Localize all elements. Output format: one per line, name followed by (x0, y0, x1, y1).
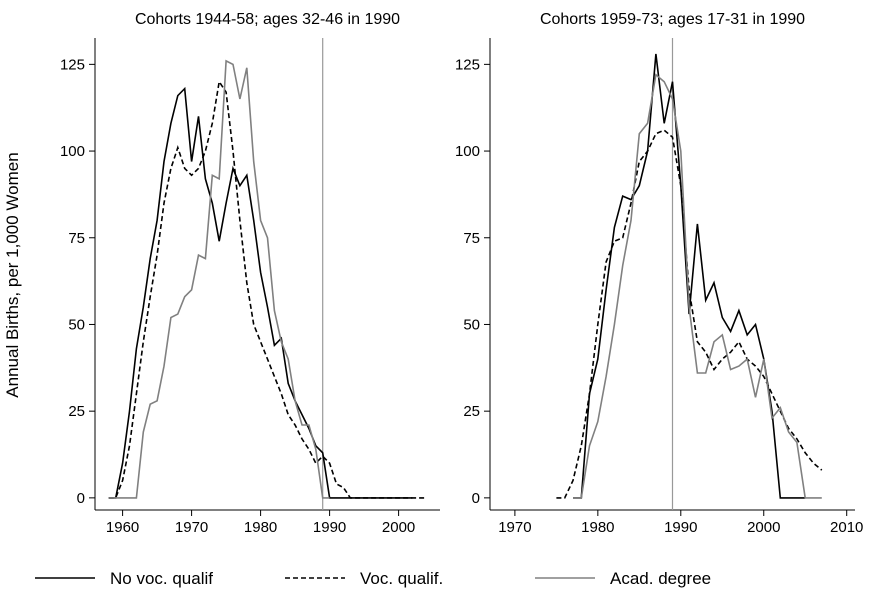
x-tick-label: 1970 (175, 519, 208, 536)
y-tick-label: 125 (455, 56, 480, 73)
y-tick-label: 0 (77, 490, 85, 507)
data-line (108, 59, 330, 499)
y-tick-label: 50 (463, 316, 480, 333)
y-tick-label: 100 (60, 143, 85, 160)
data-line (108, 79, 427, 499)
legend-label: No voc. qualif (110, 569, 213, 588)
data-line (556, 129, 823, 499)
x-tick-label: 2010 (830, 519, 863, 536)
x-tick-label: 1990 (313, 519, 346, 536)
x-tick-label: 1980 (581, 519, 614, 536)
y-tick-label: 25 (463, 403, 480, 420)
legend-label: Voc. qualif. (360, 569, 443, 588)
y-tick-label: 75 (68, 230, 85, 247)
chart-title: Cohorts 1944-58; ages 32-46 in 1990 (135, 11, 400, 28)
data-line (573, 73, 822, 499)
x-tick-label: 2000 (747, 519, 780, 536)
chart-title: Cohorts 1959-73; ages 17-31 in 1990 (540, 11, 805, 28)
y-tick-label: 125 (60, 56, 85, 73)
y-tick-label: 100 (455, 143, 480, 160)
data-line (108, 86, 413, 499)
x-tick-label: 1980 (244, 519, 277, 536)
x-tick-label: 1990 (664, 519, 697, 536)
y-tick-label: 0 (472, 490, 480, 507)
x-tick-label: 1960 (106, 519, 139, 536)
legend-label: Acad. degree (610, 569, 711, 588)
y-tick-label: 25 (68, 403, 85, 420)
y-axis-label: Annual Births, per 1,000 Women (3, 152, 22, 397)
x-tick-label: 2000 (382, 519, 415, 536)
y-tick-label: 50 (68, 316, 85, 333)
x-tick-label: 1970 (498, 519, 531, 536)
y-tick-label: 75 (463, 230, 480, 247)
